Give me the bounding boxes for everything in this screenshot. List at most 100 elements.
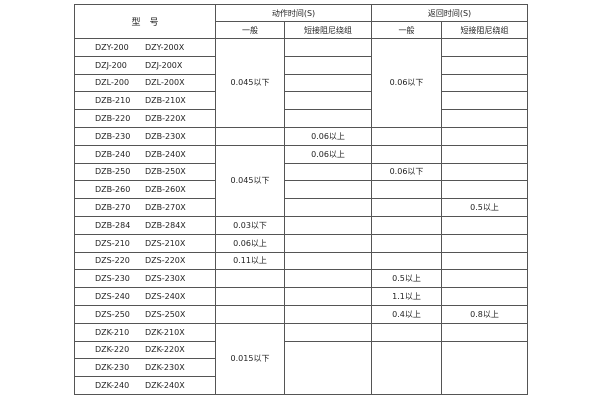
model-a: DZB-240 <box>95 149 131 159</box>
return-general-cell <box>371 180 442 200</box>
model-b: DZB-230X <box>145 131 186 141</box>
return-general-cell: 0.4以上 <box>371 304 442 324</box>
model-a: DZS-220 <box>95 256 130 266</box>
action-short-cell <box>284 269 372 289</box>
return-general-cell <box>371 126 442 146</box>
table-row: DZB-270 DZB-270X 0.5以上 <box>74 198 528 217</box>
header-action-short-winding: 短接阻尼绕组 <box>284 21 372 39</box>
model-b: DZB-240X <box>145 149 186 159</box>
table-row: DZS-220 DZS-220X 0.11以上 <box>74 251 528 271</box>
action-general-cell: 0.06以上 <box>215 233 285 253</box>
return-short-cell <box>441 109 528 128</box>
action-short-cell <box>284 304 372 324</box>
model-cell: DZY-200 DZY-200X <box>74 38 216 57</box>
action-short-cell <box>284 287 372 306</box>
model-a: DZS-230 <box>95 274 130 284</box>
return-short-cell <box>441 126 528 146</box>
model-a: DZJ-200 <box>95 60 127 70</box>
model-a: DZS-240 <box>95 292 130 302</box>
return-short-cell <box>441 251 528 271</box>
model-cell: DZJ-200 DZJ-200X <box>74 55 216 75</box>
action-short-cell <box>284 162 372 182</box>
action-general-cell <box>215 126 285 146</box>
action-short-cell <box>284 198 372 217</box>
header-model: 型 号 <box>74 4 216 39</box>
model-b: DZS-240X <box>145 292 186 302</box>
model-b: DZJ-200X <box>145 60 183 70</box>
model-a: DZK-230 <box>95 363 130 373</box>
model-a: DZB-284 <box>95 220 131 230</box>
model-cell: DZK-210 DZK-210X <box>74 322 216 342</box>
header-return-time: 返回时间(S) <box>371 4 528 22</box>
model-cell: DZB-230 DZB-230X <box>74 126 216 146</box>
model-a: DZK-220 <box>95 345 130 355</box>
model-a: DZB-270 <box>95 203 131 213</box>
return-short-cell: 0.5以上 <box>441 198 528 217</box>
return-general-cell <box>371 340 442 395</box>
action-general-cell <box>215 269 285 289</box>
return-short-cell <box>441 322 528 342</box>
header-return-short-winding: 短接阻尼绕组 <box>441 21 528 39</box>
model-b: DZK-210X <box>145 327 185 337</box>
model-a: DZB-230 <box>95 131 131 141</box>
action-short-cell <box>284 91 372 111</box>
header-return-general: 一般 <box>371 21 442 39</box>
model-b: DZB-250X <box>145 167 186 177</box>
table-row: DZY-200 DZY-200X 0.045以下 0.06以下 <box>74 38 528 128</box>
table-row: DZK-220 DZK-220X <box>74 340 528 395</box>
model-b: DZB-260X <box>145 185 186 195</box>
action-short-cell <box>284 109 372 128</box>
return-short-cell <box>441 287 528 306</box>
table-row: DZK-210 DZK-210X 0.015以下 <box>74 322 528 395</box>
action-short-cell <box>284 233 372 253</box>
table-row: DZS-210 DZS-210X 0.06以上 <box>74 233 528 253</box>
model-b: DZY-200X <box>145 42 185 52</box>
model-cell: DZS-240 DZS-240X <box>74 287 216 306</box>
return-short-cell <box>441 55 528 75</box>
action-general-cell: 0.11以上 <box>215 251 285 271</box>
model-cell: DZK-220 DZK-220X <box>74 340 216 360</box>
action-short-cell <box>284 251 372 271</box>
return-short-cell <box>441 340 528 395</box>
return-general-cell <box>371 233 442 253</box>
model-cell: DZB-260 DZB-260X <box>74 180 216 200</box>
model-a: DZK-240 <box>95 381 130 391</box>
return-general-cell <box>371 322 442 342</box>
action-short-cell <box>284 340 372 395</box>
return-short-cell <box>441 269 528 289</box>
table-row: DZB-250 DZB-250X 0.06以下 <box>74 162 528 182</box>
return-general-cell: 0.06以下 <box>371 38 442 128</box>
table-row: DZB-260 DZB-260X <box>74 180 528 200</box>
table-row: DZK-240 DZK-240X <box>74 376 528 395</box>
return-short-cell <box>441 215 528 235</box>
action-short-cell <box>284 55 372 75</box>
table-body: DZY-200 DZY-200X 0.045以下 0.06以下 DZJ-200 DZJ-2… <box>74 38 528 395</box>
table-row: DZB-230 DZB-230X 0.06以上 <box>74 126 528 146</box>
model-a: DZK-210 <box>95 327 130 337</box>
model-cell: DZS-250 DZS-250X <box>74 304 216 324</box>
return-short-cell <box>441 233 528 253</box>
model-cell: DZS-210 DZS-210X <box>74 233 216 253</box>
model-a: DZB-210 <box>95 96 131 106</box>
model-b: DZL-200X <box>145 78 185 88</box>
model-a: DZB-260 <box>95 185 131 195</box>
model-a: DZB-220 <box>95 114 131 124</box>
action-short-cell <box>284 215 372 235</box>
header-action-general: 一般 <box>215 21 285 39</box>
model-cell: DZS-220 DZS-220X <box>74 251 216 271</box>
return-short-cell <box>441 180 528 200</box>
table-row: DZB-240 DZB-240X 0.045以下 0.06以上 <box>74 144 528 217</box>
table-row: DZB-210 DZB-210X <box>74 91 528 111</box>
table-row: DZJ-200 DZJ-200X <box>74 55 528 75</box>
action-short-cell <box>284 322 372 342</box>
model-b: DZB-220X <box>145 114 186 124</box>
model-cell: DZB-240 DZB-240X <box>74 144 216 164</box>
header-action-time: 动作时间(S) <box>215 4 372 22</box>
model-cell: DZK-230 DZK-230X <box>74 358 216 378</box>
model-a: DZY-200 <box>95 42 129 52</box>
model-b: DZB-210X <box>145 96 186 106</box>
return-general-cell <box>371 215 442 235</box>
action-general-cell: 0.015以下 <box>215 322 285 395</box>
model-b: DZK-240X <box>145 381 185 391</box>
model-cell: DZS-230 DZS-230X <box>74 269 216 289</box>
